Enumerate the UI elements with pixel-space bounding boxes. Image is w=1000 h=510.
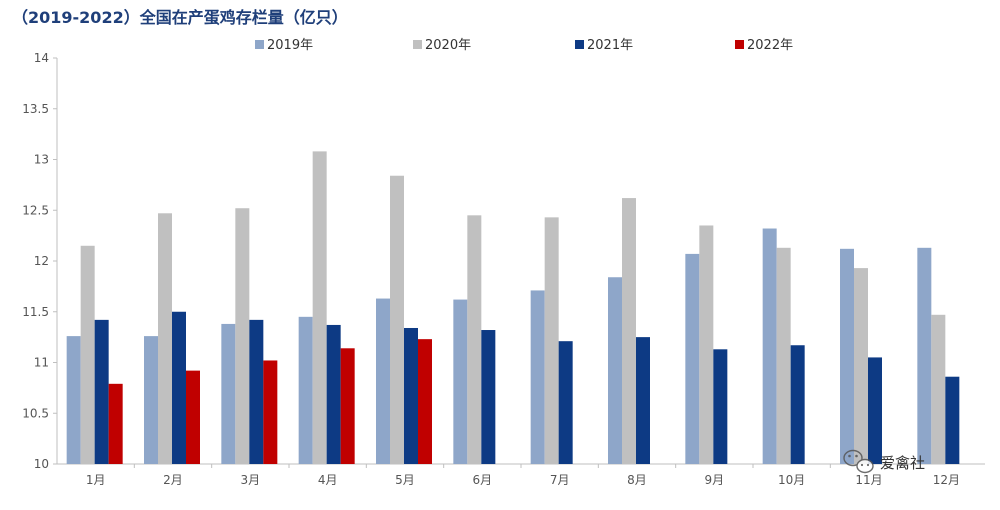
chart-bars xyxy=(66,151,960,465)
x-tick-label: 9月 xyxy=(705,473,725,487)
x-tick-label: 7月 xyxy=(550,473,570,487)
y-tick-label: 10.5 xyxy=(22,406,49,420)
legend-label: 2019年 xyxy=(267,38,313,53)
x-tick-label: 1月 xyxy=(86,473,106,487)
bar xyxy=(249,319,264,464)
bar xyxy=(80,245,95,464)
bar xyxy=(108,383,123,464)
legend-swatch xyxy=(413,40,422,49)
bar xyxy=(263,360,278,464)
y-tick-label: 11 xyxy=(34,356,49,370)
bar xyxy=(699,225,714,464)
bar xyxy=(221,323,236,464)
bar xyxy=(326,324,341,464)
bar xyxy=(340,348,355,464)
bar xyxy=(790,345,805,464)
bar xyxy=(868,357,882,464)
bar xyxy=(917,247,932,464)
bar xyxy=(685,253,700,464)
bar xyxy=(144,336,158,464)
x-tick-label: 6月 xyxy=(473,473,493,487)
y-tick-label: 12.5 xyxy=(22,203,49,217)
legend-label: 2022年 xyxy=(747,38,793,53)
bar xyxy=(636,337,650,464)
bar xyxy=(713,349,728,464)
legend-label: 2021年 xyxy=(587,38,633,53)
bar xyxy=(235,208,250,464)
bar xyxy=(762,228,777,464)
bar xyxy=(945,376,960,464)
x-tick-label: 3月 xyxy=(241,473,261,487)
watermark: 爱禽社 xyxy=(843,449,925,474)
bar xyxy=(298,316,313,464)
bar xyxy=(390,175,404,465)
bar xyxy=(776,247,791,464)
bar xyxy=(467,215,482,464)
watermark-text: 爱禽社 xyxy=(880,454,925,472)
y-tick-label: 13 xyxy=(34,153,49,167)
x-tick-label: 2月 xyxy=(163,473,183,487)
bar xyxy=(94,319,109,464)
legend-item: 2019年 xyxy=(255,38,313,53)
legend-item: 2021年 xyxy=(575,38,633,53)
bar xyxy=(312,151,327,464)
bar xyxy=(453,299,468,464)
y-tick-label: 11.5 xyxy=(22,305,49,319)
bar xyxy=(376,298,390,464)
bar xyxy=(854,268,868,464)
legend-item: 2020年 xyxy=(413,38,471,53)
legend-swatch xyxy=(735,40,744,49)
chart-legend: 2019年 2020年 2021年 2022年 xyxy=(255,38,793,53)
bar xyxy=(840,248,854,464)
bar xyxy=(931,314,946,464)
y-tick-label: 14 xyxy=(34,51,49,65)
bar xyxy=(544,217,559,464)
x-tick-label: 5月 xyxy=(395,473,415,487)
bar xyxy=(418,339,432,464)
bar xyxy=(608,277,622,464)
x-tick-label: 4月 xyxy=(318,473,338,487)
bar xyxy=(530,290,545,464)
legend-label: 2020年 xyxy=(425,38,471,53)
wechat-icon xyxy=(843,449,874,474)
x-tick-label: 8月 xyxy=(627,473,647,487)
chart-title: （2019-2022）全国在产蛋鸡存栏量（亿只） xyxy=(12,8,348,27)
bar xyxy=(66,336,81,464)
bar xyxy=(481,330,496,464)
bar xyxy=(622,198,636,464)
bar xyxy=(404,327,418,464)
x-tick-label: 11月 xyxy=(855,473,882,487)
y-tick-label: 12 xyxy=(34,254,49,268)
y-tick-label: 13.5 xyxy=(22,102,49,116)
legend-swatch xyxy=(255,40,264,49)
legend-swatch xyxy=(575,40,584,49)
bar xyxy=(158,213,172,464)
bar xyxy=(186,370,200,464)
chart-axes: 10 10.5 11 11.5 12 12.5 13 13.5 14 1月 2月 3月 4月 5月 6月 7月… xyxy=(22,51,985,487)
x-tick-label: 12月 xyxy=(933,473,960,487)
y-tick-label: 10 xyxy=(34,457,49,471)
bar xyxy=(558,341,573,464)
legend-item: 2022年 xyxy=(735,38,793,53)
bar xyxy=(172,311,186,464)
x-tick-label: 10月 xyxy=(778,473,805,487)
